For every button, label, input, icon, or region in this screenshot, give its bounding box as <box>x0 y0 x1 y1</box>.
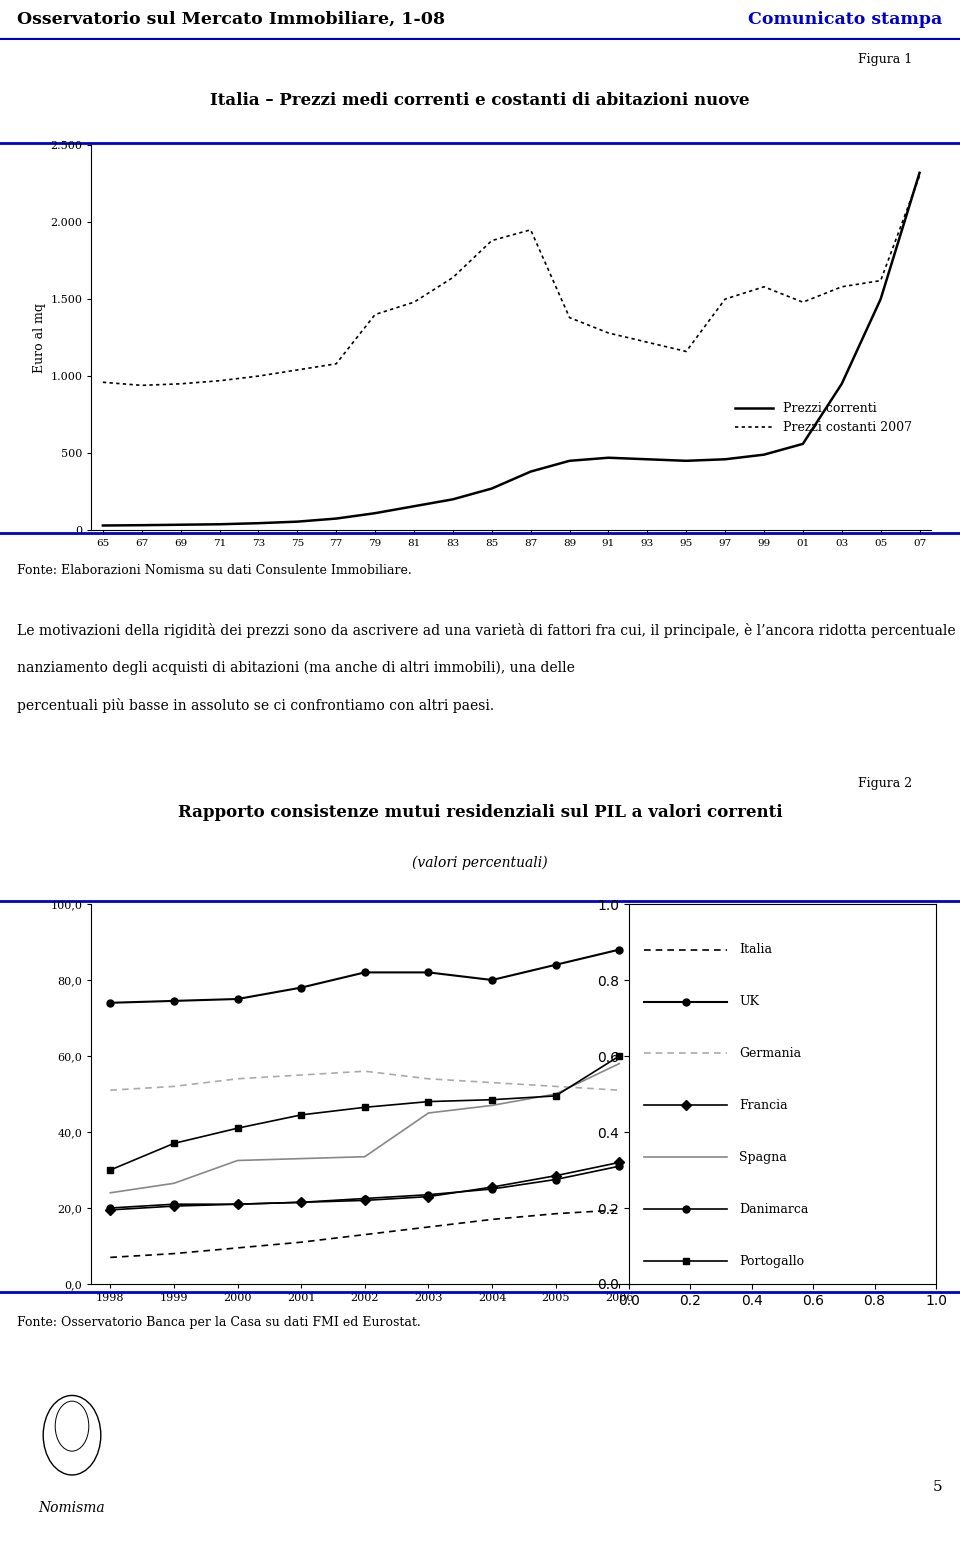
Prezzi costanti 2007 <box>408 293 420 312</box>
Prezzi costanti 2007 <box>914 166 925 185</box>
Prezzi costanti 2007 <box>875 271 886 290</box>
Text: Fonte: Osservatorio Banca per la Casa su dati FMI ed Eurostat.: Fonte: Osservatorio Banca per la Casa su… <box>17 1316 421 1329</box>
Prezzi correnti <box>330 509 342 528</box>
Prezzi costanti 2007 <box>486 232 497 251</box>
Prezzi costanti 2007 <box>758 277 770 296</box>
Y-axis label: Euro al mq: Euro al mq <box>33 302 46 373</box>
Prezzi costanti 2007 <box>330 354 342 373</box>
Prezzi correnti <box>136 516 148 534</box>
Text: Portogallo: Portogallo <box>739 1255 804 1268</box>
Text: Nomisma: Nomisma <box>38 1501 106 1515</box>
Text: percentuali più basse in assoluto se ci confrontiamo con altri paesi.: percentuali più basse in assoluto se ci … <box>17 697 494 713</box>
Prezzi costanti 2007 <box>97 373 108 392</box>
Text: Rapporto consistenze mutui residenziali sul PIL a valori correnti: Rapporto consistenze mutui residenziali … <box>178 804 782 821</box>
Prezzi correnti <box>681 451 692 470</box>
Prezzi costanti 2007 <box>641 332 653 351</box>
Prezzi costanti 2007 <box>175 375 186 393</box>
Prezzi correnti <box>525 462 537 481</box>
Prezzi costanti 2007 <box>214 371 226 390</box>
Prezzi costanti 2007 <box>370 306 381 324</box>
Prezzi correnti <box>486 480 497 498</box>
Prezzi correnti <box>914 163 925 182</box>
Prezzi costanti 2007 <box>681 342 692 360</box>
Prezzi costanti 2007 <box>136 376 148 395</box>
Prezzi correnti <box>214 516 226 534</box>
Text: 5: 5 <box>933 1481 943 1495</box>
Text: Figura 1: Figura 1 <box>857 53 912 66</box>
Prezzi costanti 2007 <box>603 324 614 343</box>
Prezzi costanti 2007 <box>836 277 848 296</box>
Prezzi costanti 2007 <box>525 221 537 240</box>
Prezzi correnti <box>97 516 108 534</box>
Text: Le motivazioni della rigidità dei prezzi sono da ascrivere ad una varietà di fat: Le motivazioni della rigidità dei prezzi… <box>17 624 960 638</box>
Text: Italia – Prezzi medi correnti e costanti di abitazioni nuove: Italia – Prezzi medi correnti e costanti… <box>210 92 750 110</box>
Prezzi correnti <box>758 445 770 464</box>
Prezzi correnti <box>875 290 886 309</box>
Text: Francia: Francia <box>739 1098 788 1113</box>
Prezzi costanti 2007 <box>447 268 459 287</box>
Text: Danimarca: Danimarca <box>739 1203 808 1216</box>
Prezzi correnti <box>641 450 653 469</box>
Prezzi correnti <box>719 450 731 469</box>
Line: Prezzi correnti: Prezzi correnti <box>103 172 920 525</box>
Prezzi correnti <box>370 503 381 522</box>
Prezzi costanti 2007 <box>292 360 303 379</box>
Prezzi correnti <box>175 516 186 534</box>
Line: Prezzi costanti 2007: Prezzi costanti 2007 <box>103 176 920 385</box>
Legend: Prezzi correnti, Prezzi costanti 2007: Prezzi correnti, Prezzi costanti 2007 <box>730 396 917 439</box>
Prezzi correnti <box>836 375 848 393</box>
Text: UK: UK <box>739 995 759 1008</box>
Prezzi costanti 2007 <box>719 290 731 309</box>
Text: Fonte: Elaborazioni Nomisma su dati Consulente Immobiliare.: Fonte: Elaborazioni Nomisma su dati Cons… <box>17 564 412 577</box>
Prezzi costanti 2007 <box>252 367 264 385</box>
Prezzi correnti <box>252 514 264 533</box>
Prezzi costanti 2007 <box>797 293 808 312</box>
Text: Figura 2: Figura 2 <box>858 777 912 790</box>
Prezzi correnti <box>292 512 303 531</box>
Prezzi correnti <box>797 434 808 453</box>
Text: Italia: Italia <box>739 943 773 956</box>
Prezzi correnti <box>408 497 420 516</box>
Text: Spagna: Spagna <box>739 1150 787 1164</box>
Text: Comunicato stampa: Comunicato stampa <box>749 11 943 28</box>
Prezzi correnti <box>564 451 575 470</box>
Text: nanziamento degli acquisti di abitazioni (ma anche di altri immobili), una delle: nanziamento degli acquisti di abitazioni… <box>17 661 575 675</box>
Prezzi correnti <box>603 448 614 467</box>
Text: Osservatorio sul Mercato Immobiliare, 1-08: Osservatorio sul Mercato Immobiliare, 1-… <box>17 11 445 28</box>
Text: (valori percentuali): (valori percentuali) <box>412 856 548 870</box>
Prezzi correnti <box>447 490 459 509</box>
Text: Germania: Germania <box>739 1047 802 1059</box>
Prezzi costanti 2007 <box>564 309 575 328</box>
